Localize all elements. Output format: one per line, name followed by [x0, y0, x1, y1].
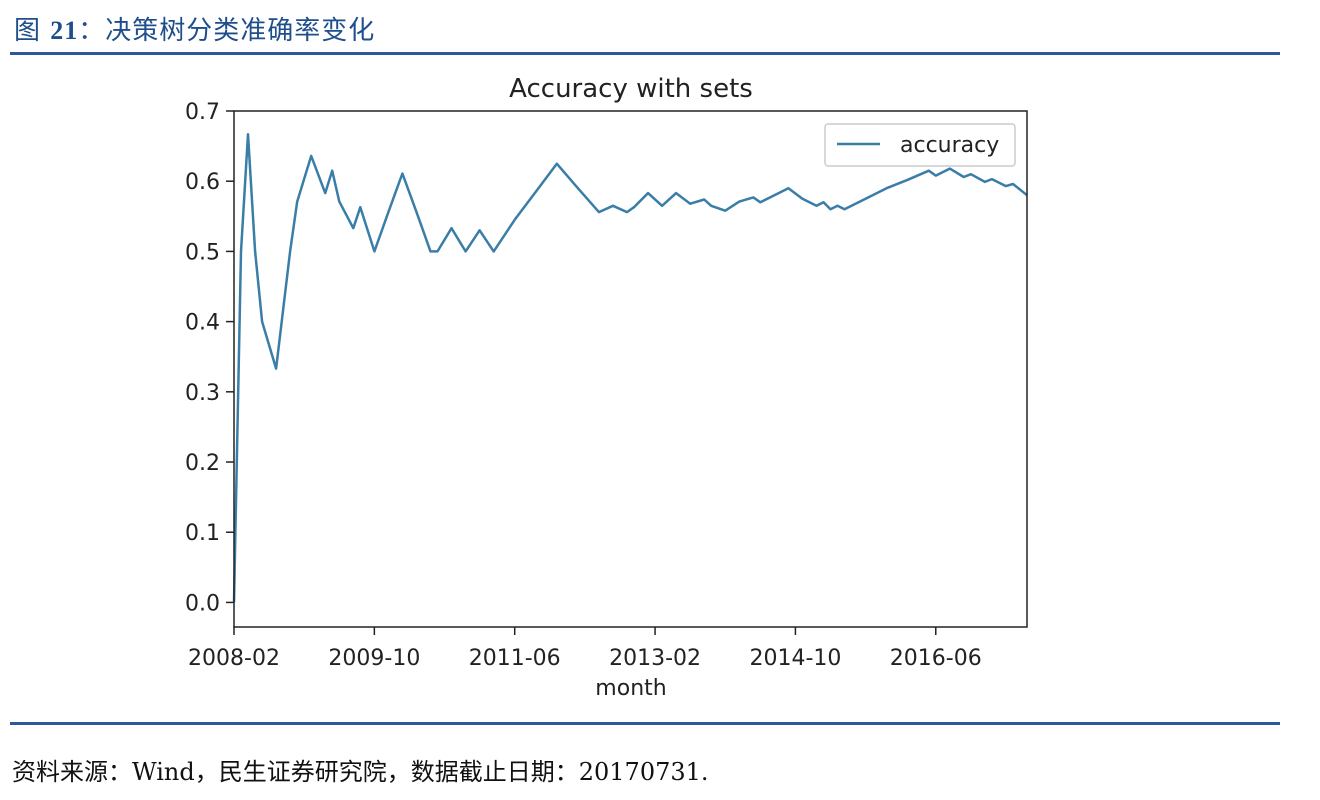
x-tick-label: 2014-10 [749, 646, 841, 671]
series-line-accuracy [234, 134, 1027, 602]
y-tick-label: 0.4 [185, 311, 220, 336]
y-tick-label: 0.5 [185, 240, 220, 265]
plot-frame [234, 111, 1027, 627]
x-tick-label: 2008-02 [188, 646, 280, 671]
y-tick-label: 0.7 [185, 100, 220, 125]
legend: accuracy [825, 124, 1015, 166]
legend-label: accuracy [900, 133, 999, 158]
x-tick-label: 2016-06 [890, 646, 982, 671]
y-tick-label: 0.2 [185, 451, 220, 476]
y-tick-label: 0.6 [185, 170, 220, 195]
y-tick-label: 0.3 [185, 381, 220, 406]
bottom-divider [10, 722, 1280, 725]
y-tick-label: 0.1 [185, 521, 220, 546]
x-axis-label: month [595, 676, 666, 701]
y-tick-label: 0.0 [185, 591, 220, 616]
accuracy-chart: Accuracy with sets 0.0 0.1 0.2 0.3 0.4 0.5 0.6… [0, 0, 1320, 720]
x-tick-label: 2009-10 [328, 646, 420, 671]
x-tick-label: 2011-06 [469, 646, 561, 671]
x-tick-label: 2013-02 [609, 646, 701, 671]
source-note: 资料来源：Wind，民生证券研究院，数据截止日期：20170731. [12, 752, 709, 787]
chart-title: Accuracy with sets [509, 74, 753, 104]
